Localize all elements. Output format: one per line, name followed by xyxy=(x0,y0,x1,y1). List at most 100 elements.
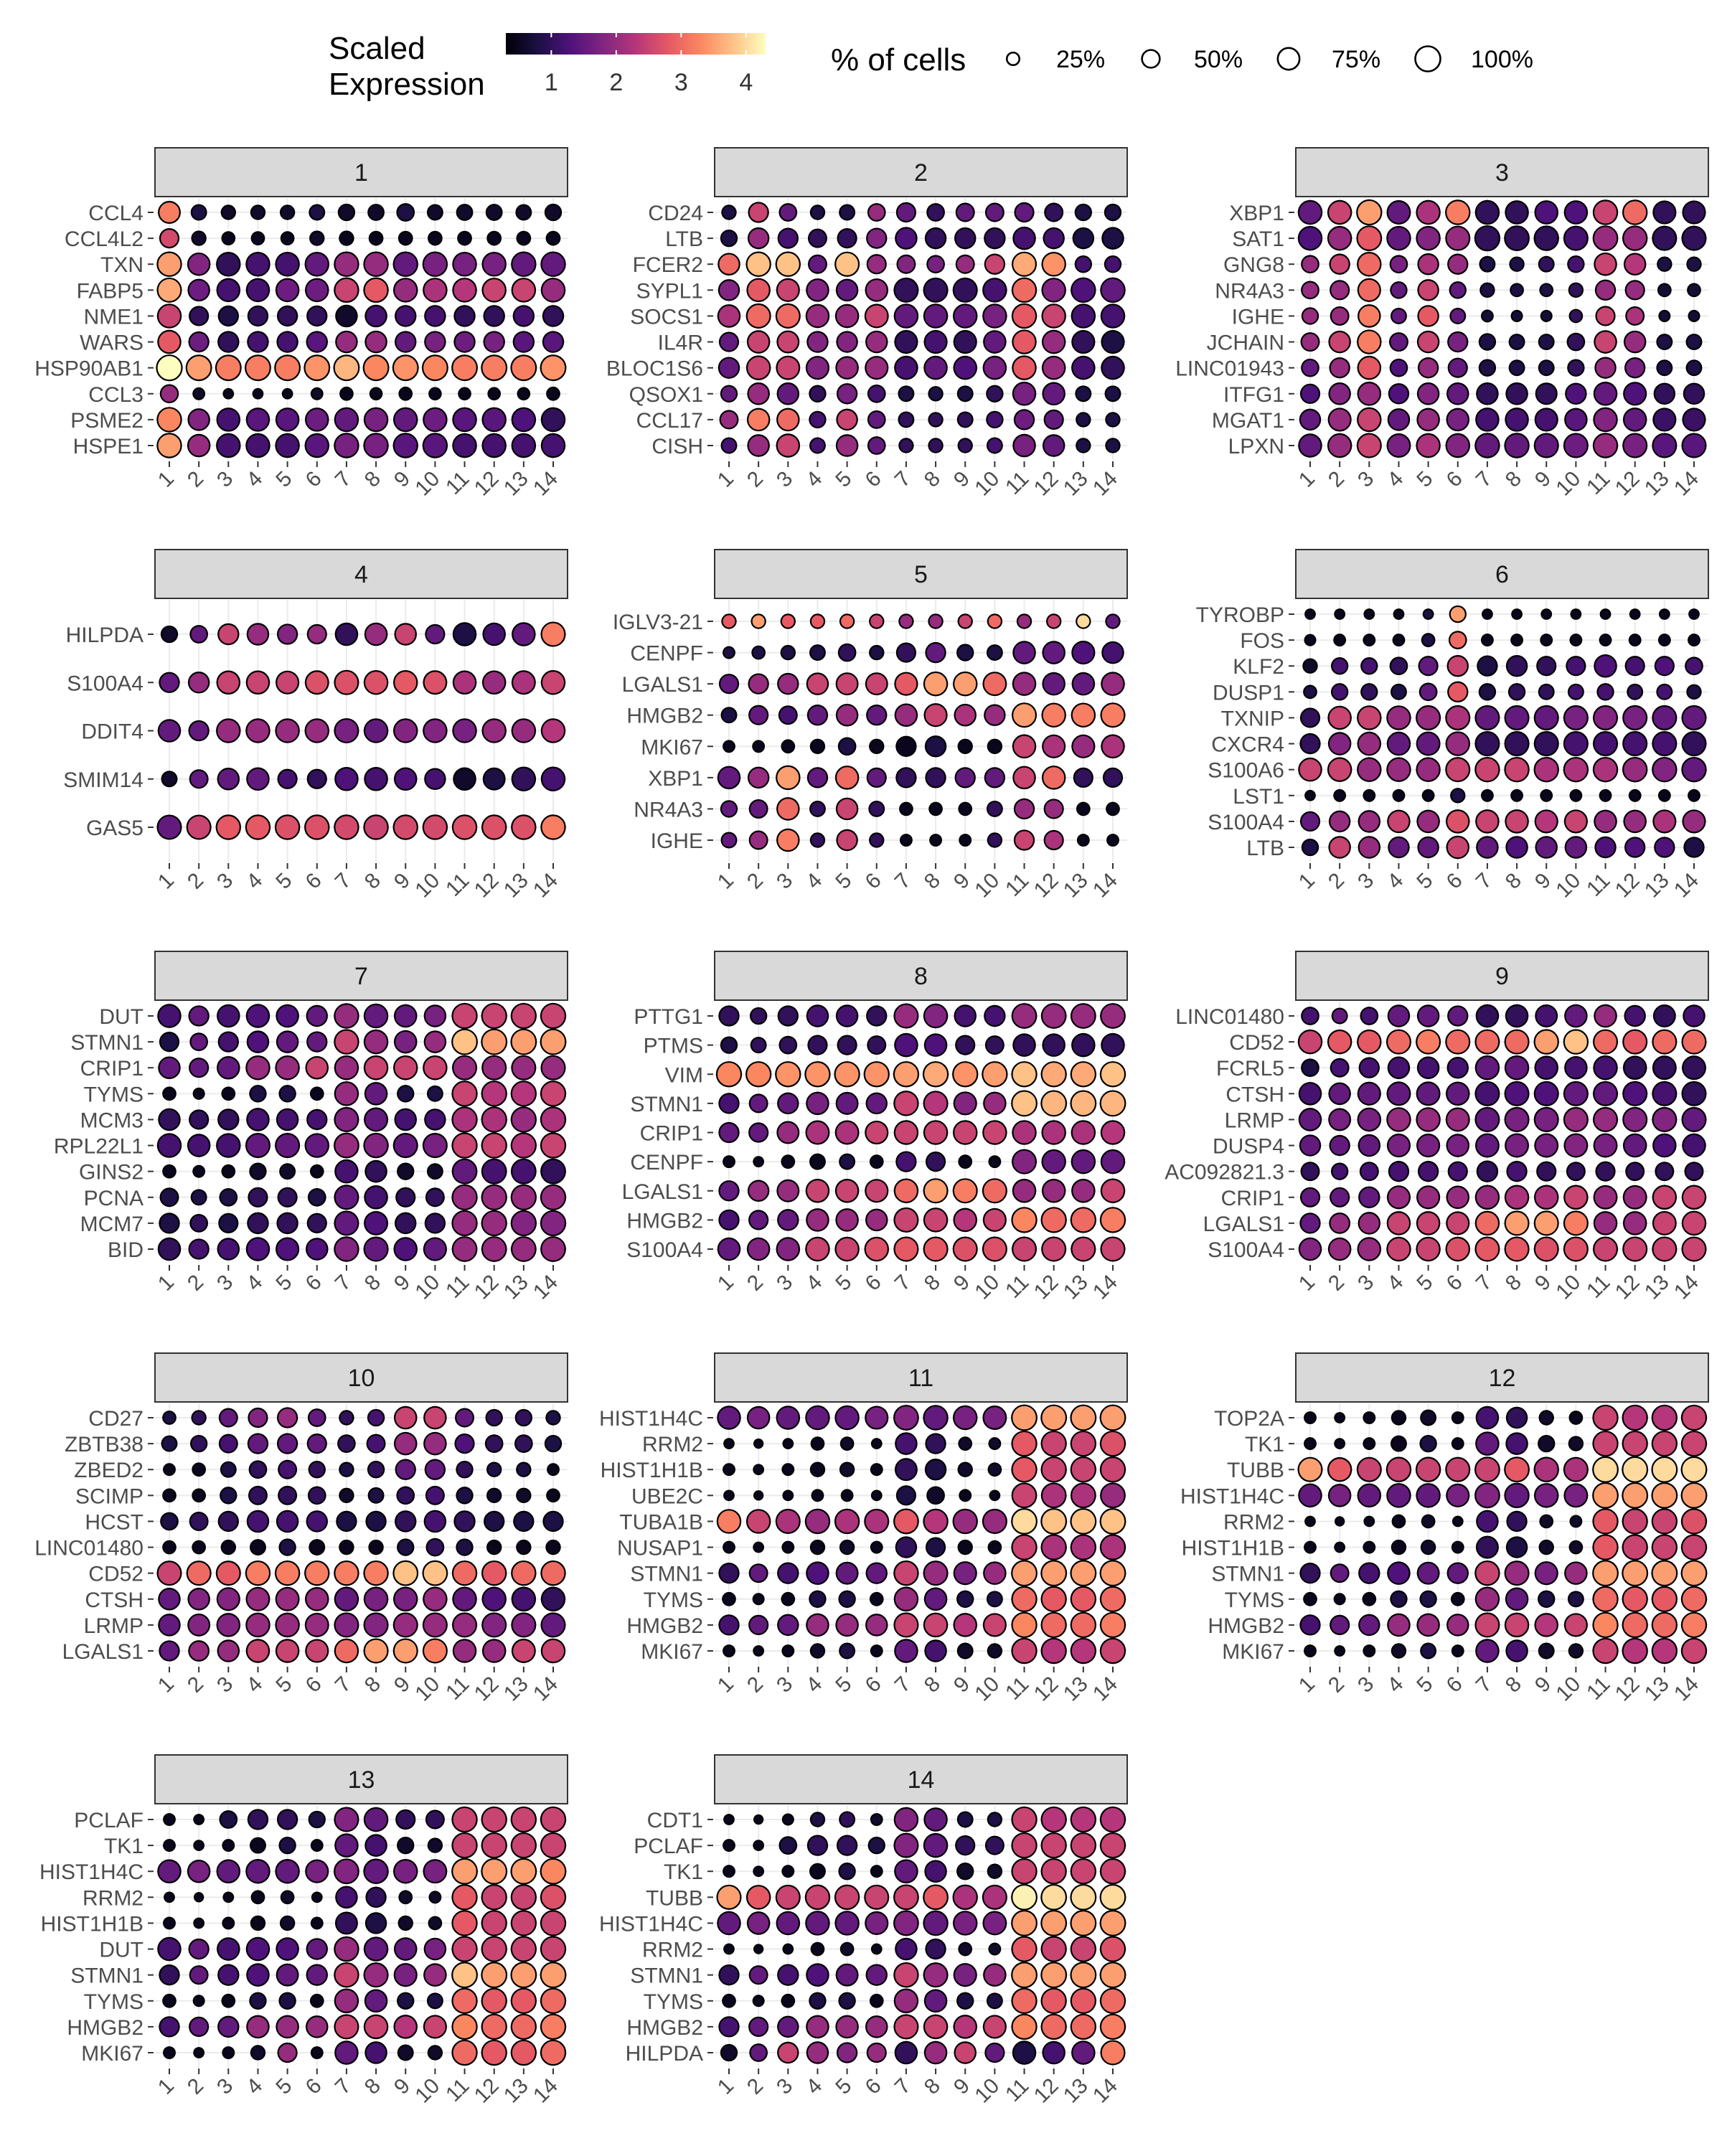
dot-SYPL1-cluster-12 xyxy=(1041,278,1066,303)
dot-FABP5-cluster-6 xyxy=(305,278,329,303)
dot-DUSP4-cluster-5 xyxy=(1416,1133,1441,1158)
dot-TK1-cluster-9 xyxy=(1538,1434,1556,1453)
dot-HCST-cluster-11 xyxy=(453,1510,476,1533)
dot-CENPF-cluster-10 xyxy=(986,644,1003,662)
gene-label: TK1 xyxy=(1245,1433,1284,1456)
dot-CD52-cluster-12 xyxy=(1622,1029,1648,1055)
dot-CD27-cluster-13 xyxy=(514,1408,533,1427)
dot-DUSP1-cluster-1 xyxy=(1303,684,1317,700)
dot-CCL4-cluster-10 xyxy=(426,204,443,221)
dot-LPXN-cluster-5 xyxy=(1416,433,1441,458)
dot-STMN1-cluster-4 xyxy=(246,1030,270,1053)
dot-MCM3-cluster-9 xyxy=(394,1108,417,1131)
dot-TYMS-cluster-1 xyxy=(162,1993,177,2008)
dot-NME1-cluster-2 xyxy=(189,306,210,326)
dot-LINC01943-cluster-13 xyxy=(1656,359,1673,377)
dot-CCL3-cluster-3 xyxy=(222,387,235,400)
dot-CD52-cluster-10 xyxy=(422,1560,448,1586)
dot-HCST-cluster-14 xyxy=(542,1510,564,1533)
dot-MKI67-cluster-4 xyxy=(809,1643,826,1659)
facet-panel-7: 7DUTSTMN1CRIP1TYMSMCM3RPL22L1GINS2PCNAMC… xyxy=(54,951,568,1304)
dot-TUBA1B-cluster-3 xyxy=(775,1508,801,1534)
dot-JCHAIN-cluster-14 xyxy=(1685,334,1703,351)
dot-ZBTB38-cluster-13 xyxy=(514,1434,533,1453)
dot-UBE2C-cluster-13 xyxy=(1070,1482,1096,1509)
dot-MCM7-cluster-9 xyxy=(395,1212,417,1235)
dot-FCER2-cluster-9 xyxy=(955,254,975,274)
dot-LRMP-cluster-7 xyxy=(1474,1106,1500,1132)
dot-HIST1H1B-cluster-10 xyxy=(428,1916,443,1931)
dot-STMN1-cluster-1 xyxy=(718,1563,740,1584)
dot-CRIP1-cluster-13 xyxy=(1071,1120,1096,1145)
dot-CENPF-cluster-2 xyxy=(751,645,766,660)
dot-TYMS-cluster-13 xyxy=(1070,1987,1097,2014)
dot-CD27-cluster-10 xyxy=(423,1406,447,1430)
gene-label: TUBB xyxy=(1227,1459,1284,1482)
dot-CCL4L2-cluster-12 xyxy=(486,230,502,246)
x-tick-label: 11 xyxy=(441,2074,474,2106)
dot-SMIM14-cluster-13 xyxy=(511,766,537,791)
dot-HIST1H4C-cluster-9 xyxy=(1534,1483,1559,1508)
dot-FOS-cluster-7 xyxy=(1480,634,1494,647)
dot-CCL4-cluster-1 xyxy=(158,201,181,224)
dot-RRM2-cluster-12 xyxy=(481,1884,507,1911)
x-tick-label: 11 xyxy=(1001,467,1033,499)
dot-TUBB-cluster-8 xyxy=(923,1884,949,1911)
dot-LGALS1-cluster-10 xyxy=(1563,1210,1589,1236)
dot-UBE2C-cluster-5 xyxy=(840,1489,854,1502)
x-tick-label: 11 xyxy=(1001,869,1033,901)
dot-CDT1-cluster-8 xyxy=(923,1807,948,1832)
dot-HMGB2-cluster-7 xyxy=(894,703,918,727)
dot-HMGB2-cluster-8 xyxy=(923,1208,949,1233)
dot-PTMS-cluster-11 xyxy=(1012,1033,1036,1057)
dot-RRM2-cluster-7 xyxy=(335,1886,358,1909)
dot-VIM-cluster-12 xyxy=(1040,1061,1067,1088)
dot-ITFG1-cluster-7 xyxy=(1476,382,1499,405)
dot-NR4A3-cluster-14 xyxy=(1687,283,1701,298)
dot-MKI67-cluster-10 xyxy=(427,2045,443,2061)
dot-S100A4-cluster-9 xyxy=(952,1236,978,1262)
dot-NUSAP1-cluster-10 xyxy=(987,1540,1002,1555)
gene-label: QSOX1 xyxy=(629,383,703,407)
dot-STMN1-cluster-13 xyxy=(1070,1560,1097,1587)
dot-HIST1H1B-cluster-2 xyxy=(193,1917,205,1929)
dot-TK1-cluster-11 xyxy=(451,1832,478,1859)
gene-label: LGALS1 xyxy=(1203,1213,1284,1236)
dot-ITFG1-cluster-8 xyxy=(1505,382,1528,405)
dot-DUSP4-cluster-10 xyxy=(1563,1133,1589,1158)
dot-HIST1H4C-cluster-11 xyxy=(1011,1910,1038,1936)
gene-label: JCHAIN xyxy=(1207,331,1284,355)
dot-HMGB2-cluster-1 xyxy=(718,1209,740,1231)
dot-SCIMP-cluster-4 xyxy=(248,1485,268,1505)
x-tick-label: 8 xyxy=(920,2074,945,2099)
dot-MKI67-cluster-9 xyxy=(1538,1642,1555,1660)
dot-PCLAF-cluster-2 xyxy=(193,1814,205,1825)
dot-NR4A3-cluster-1 xyxy=(1301,281,1319,300)
dot-STMN1-cluster-10 xyxy=(423,1963,447,1987)
x-tick-label: 9 xyxy=(390,1271,415,1296)
dot-TK1-cluster-8 xyxy=(924,1860,947,1883)
dot-DDIT4-cluster-10 xyxy=(423,718,448,743)
gene-label: DUSP4 xyxy=(1213,1135,1284,1159)
dot-XBP1-cluster-11 xyxy=(1592,199,1619,225)
dot-CCL4L2-cluster-1 xyxy=(159,228,180,249)
dot-BLOC1S6-cluster-8 xyxy=(923,355,948,380)
dot-LST1-cluster-8 xyxy=(1510,789,1524,802)
dot-LRMP-cluster-3 xyxy=(216,1613,241,1637)
dot-HIST1H1B-cluster-14 xyxy=(540,1910,567,1936)
dot-FCRL5-cluster-11 xyxy=(1593,1055,1618,1081)
dot-TK1-cluster-1 xyxy=(163,1839,176,1853)
dot-RRM2-cluster-10 xyxy=(988,1437,1002,1451)
gene-label: ITFG1 xyxy=(1223,383,1284,407)
dot-HIST1H1B-cluster-3 xyxy=(222,1916,235,1930)
gene-label: HMGB2 xyxy=(626,705,703,728)
dot-DDIT4-cluster-5 xyxy=(275,718,300,743)
dot-JCHAIN-cluster-4 xyxy=(1388,332,1408,352)
dot-LGALS1-cluster-9 xyxy=(952,1178,978,1204)
dot-HIST1H1B-cluster-11 xyxy=(1592,1534,1619,1560)
dot-LTB-cluster-14 xyxy=(1101,227,1124,250)
dot-CTSH-cluster-4 xyxy=(1386,1081,1411,1106)
dot-STMN1-cluster-10 xyxy=(423,1030,447,1053)
dot-CENPF-cluster-8 xyxy=(925,641,946,664)
dot-RRM2-cluster-12 xyxy=(1040,1430,1067,1457)
